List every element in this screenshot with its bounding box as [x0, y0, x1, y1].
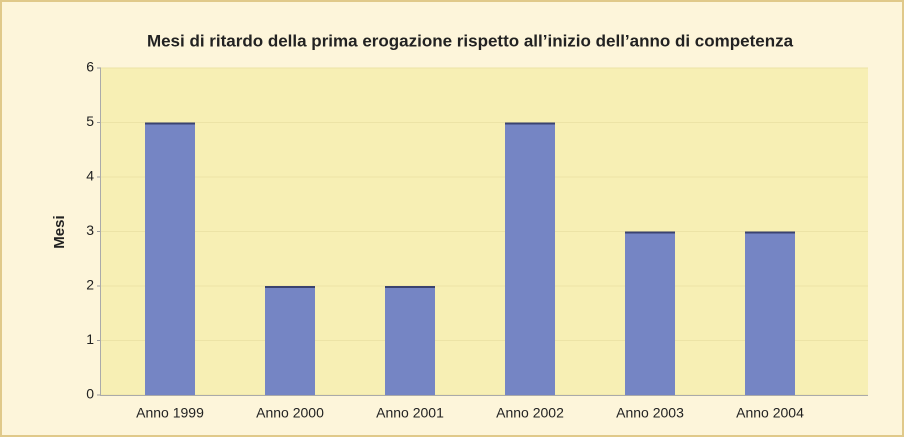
x-tick-label: Anno 2002: [496, 405, 564, 421]
y-axis-label: Mesi: [51, 215, 68, 248]
y-tick-label: 1: [86, 331, 94, 347]
x-tick-label: Anno 2001: [376, 405, 444, 421]
chart-title: Mesi di ritardo della prima erogazione r…: [147, 31, 794, 50]
bar: [385, 286, 435, 395]
y-tick-label: 0: [86, 386, 94, 402]
bar: [625, 231, 675, 395]
x-tick-label: Anno 2000: [256, 405, 324, 421]
x-tick-label: Anno 2003: [616, 405, 684, 421]
y-tick-label: 5: [86, 113, 94, 129]
y-tick-label: 6: [86, 59, 94, 75]
y-tick-label: 2: [86, 277, 94, 293]
y-tick-label: 3: [86, 222, 94, 238]
bar: [505, 122, 555, 395]
x-tick-label: Anno 1999: [136, 405, 204, 421]
bar: [145, 122, 195, 395]
y-tick-label: 4: [86, 168, 94, 184]
bar: [745, 231, 795, 395]
x-tick-label: Anno 2004: [736, 405, 804, 421]
bar: [265, 286, 315, 395]
